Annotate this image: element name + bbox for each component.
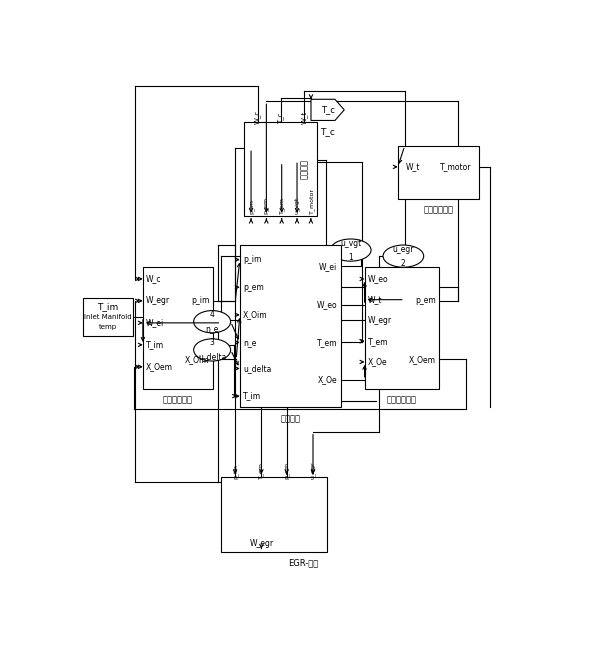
Text: 3: 3	[210, 339, 215, 347]
Text: u_egr: u_egr	[393, 244, 414, 253]
Text: X_Oe: X_Oe	[368, 358, 387, 366]
Text: X_Oim: X_Oim	[243, 310, 268, 320]
Bar	[240, 245, 340, 407]
Text: T_motor: T_motor	[440, 162, 471, 172]
Text: p_em: p_em	[264, 196, 269, 214]
Text: EGR-模型: EGR-模型	[288, 558, 319, 567]
Text: X_Oe: X_Oe	[318, 375, 337, 384]
Text: u_delta: u_delta	[243, 364, 271, 373]
Text: T_c: T_c	[320, 127, 335, 136]
Text: T_em: T_em	[259, 462, 264, 479]
Text: p_em: p_em	[415, 297, 436, 305]
Text: W_egr: W_egr	[368, 316, 392, 325]
Text: 辅助电机模型: 辅助电机模型	[423, 205, 453, 214]
Text: X_Oim: X_Oim	[185, 355, 210, 364]
Text: u_delta: u_delta	[198, 352, 226, 362]
Text: W_c: W_c	[146, 274, 162, 284]
Text: p_im: p_im	[248, 198, 254, 214]
Text: 涡轮模型: 涡轮模型	[300, 159, 309, 179]
Text: W_egr: W_egr	[146, 297, 170, 305]
Text: 气缸模型: 气缸模型	[280, 414, 300, 423]
Text: u_vgt: u_vgt	[340, 238, 361, 248]
Text: p_im: p_im	[243, 255, 262, 264]
Text: 进气歧管模型: 进气歧管模型	[163, 396, 193, 404]
Text: p_im: p_im	[191, 297, 210, 305]
Text: W_c: W_c	[254, 110, 261, 124]
Bar	[398, 145, 479, 198]
Ellipse shape	[194, 310, 231, 333]
Text: W_ei: W_ei	[146, 318, 164, 328]
Text: 2: 2	[401, 259, 406, 268]
Text: W_egr: W_egr	[249, 538, 274, 548]
Text: T_em: T_em	[368, 337, 389, 346]
Text: p_im: p_im	[232, 464, 238, 479]
Ellipse shape	[194, 339, 231, 361]
Text: u_egr: u_egr	[311, 461, 315, 479]
Ellipse shape	[330, 239, 371, 261]
Text: T_c: T_c	[278, 113, 284, 124]
Ellipse shape	[383, 245, 424, 267]
Text: T_im: T_im	[243, 392, 261, 401]
Text: p_em: p_em	[284, 462, 289, 479]
Text: X_Oem: X_Oem	[409, 355, 436, 364]
Bar	[365, 267, 439, 389]
Text: W_eo: W_eo	[368, 274, 389, 284]
Text: T_im: T_im	[97, 302, 119, 311]
Text: W_t: W_t	[406, 162, 421, 172]
Text: X_Oem: X_Oem	[146, 362, 173, 371]
Text: n_e: n_e	[243, 338, 256, 347]
Text: T_im: T_im	[146, 341, 164, 349]
Text: Inlet Manifold: Inlet Manifold	[84, 314, 132, 320]
Text: 1: 1	[348, 253, 353, 261]
Text: W_ei: W_ei	[319, 261, 337, 271]
Text: T_em: T_em	[279, 196, 284, 214]
Bar	[83, 298, 133, 336]
Text: n_e: n_e	[206, 324, 219, 333]
Text: T_em: T_em	[317, 338, 337, 347]
Bar	[221, 477, 327, 552]
Text: temp: temp	[99, 324, 117, 331]
Text: T_motor: T_motor	[309, 188, 315, 214]
Text: 4: 4	[210, 310, 215, 319]
Text: W_t: W_t	[301, 111, 308, 124]
Bar	[244, 122, 318, 215]
Text: T_c: T_c	[321, 105, 334, 115]
Text: W_eo: W_eo	[316, 301, 337, 310]
Text: 排气歧管模型: 排气歧管模型	[387, 396, 417, 404]
Text: W_t: W_t	[368, 295, 382, 304]
Text: u_vgt: u_vgt	[294, 196, 300, 214]
Polygon shape	[311, 100, 344, 121]
Text: p_em: p_em	[243, 283, 264, 291]
Bar	[143, 267, 213, 389]
